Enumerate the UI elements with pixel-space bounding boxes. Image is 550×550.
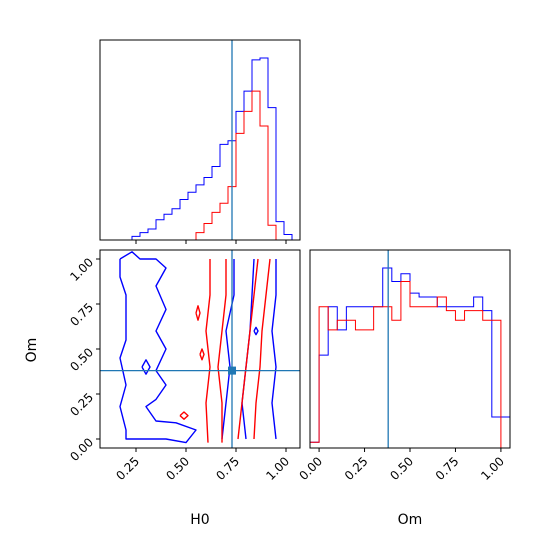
contour-red-1 (217, 259, 227, 443)
contour-ytick-label: 0.00 (67, 435, 96, 464)
contour-blue-3 (271, 259, 277, 440)
contour-group (119, 251, 277, 444)
contour-xtick-label: 0.75 (213, 454, 242, 483)
contour-red-4 (195, 305, 201, 321)
plot-data-layer (100, 40, 511, 449)
h0-hist-frame (99, 39, 301, 241)
contour-blue-4 (141, 359, 151, 375)
contour-red-6 (179, 411, 189, 420)
h0-hist-step-blue (100, 57, 300, 241)
x-axis-label-h0: H0 (190, 512, 209, 528)
contour-blue-5 (253, 326, 259, 336)
contour-blue-0 (119, 251, 197, 444)
contour-red-0 (205, 259, 211, 443)
om-hist-xtick-label: 0.75 (433, 454, 462, 483)
contour-ytick-label: 1.00 (67, 255, 96, 284)
om-hist-xtick-label: 1.00 (478, 454, 507, 483)
om-hist-xtick-label: 0.25 (342, 454, 371, 483)
x-axis-label-om: Om (398, 512, 423, 528)
h0-hist-step-red (100, 90, 300, 241)
om-hist-step-blue (309, 267, 511, 448)
contour-red-3 (253, 258, 271, 440)
contour-xtick-label: 1.00 (263, 454, 292, 483)
contour-frame (99, 249, 301, 449)
contour-ytick-label: 0.50 (67, 345, 96, 374)
contour-xtick-label: 0.50 (163, 454, 192, 483)
contour-blue-1 (221, 259, 235, 440)
contour-ytick-label: 0.75 (67, 300, 96, 329)
truth-marker (228, 366, 236, 375)
om-hist-xtick-label: 0.00 (296, 454, 325, 483)
contour-xtick-label: 0.25 (113, 454, 142, 483)
plot-frames-layer (96, 39, 511, 452)
om-hist-xtick-label: 0.50 (387, 454, 416, 483)
contour-red-5 (199, 348, 205, 361)
om-hist-step-red (309, 281, 510, 449)
contour-red-2 (237, 258, 259, 440)
y-axis-label-om: Om (24, 338, 40, 363)
contour-ytick-label: 0.25 (67, 390, 96, 419)
